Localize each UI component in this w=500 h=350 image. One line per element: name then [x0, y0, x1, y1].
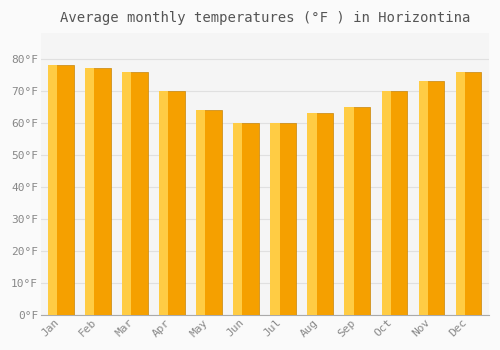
Bar [122, 72, 132, 315]
Bar [86, 68, 94, 315]
Bar [196, 110, 222, 315]
Bar [418, 81, 428, 315]
Bar [160, 91, 168, 315]
Bar [234, 123, 242, 315]
Bar [344, 107, 354, 315]
Bar [344, 107, 370, 315]
Bar [160, 91, 186, 315]
Bar [308, 113, 334, 315]
Bar [308, 113, 316, 315]
Bar [456, 72, 481, 315]
Bar [86, 68, 111, 315]
Bar [48, 65, 74, 315]
Title: Average monthly temperatures (°F ) in Horizontina: Average monthly temperatures (°F ) in Ho… [60, 11, 470, 25]
Bar [382, 91, 390, 315]
Bar [122, 72, 148, 315]
Bar [418, 81, 444, 315]
Bar [196, 110, 205, 315]
Bar [270, 123, 296, 315]
Bar [270, 123, 280, 315]
Bar [48, 65, 58, 315]
Bar [456, 72, 464, 315]
Bar [382, 91, 407, 315]
Bar [234, 123, 260, 315]
